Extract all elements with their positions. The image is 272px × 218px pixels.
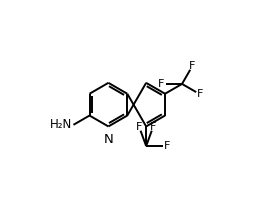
Text: F: F: [150, 122, 156, 132]
Text: F: F: [164, 141, 170, 151]
Text: F: F: [197, 89, 203, 99]
Text: F: F: [158, 79, 165, 89]
Text: F: F: [136, 122, 142, 132]
Text: H₂N: H₂N: [50, 118, 72, 131]
Text: F: F: [189, 61, 196, 71]
Text: N: N: [104, 133, 114, 146]
